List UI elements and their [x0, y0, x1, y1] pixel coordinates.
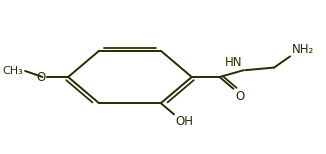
Text: NH₂: NH₂	[291, 43, 314, 56]
Text: HN: HN	[225, 56, 242, 69]
Text: O: O	[235, 90, 244, 103]
Text: OH: OH	[175, 115, 194, 128]
Text: CH₃: CH₃	[3, 66, 23, 76]
Text: O: O	[37, 71, 46, 83]
